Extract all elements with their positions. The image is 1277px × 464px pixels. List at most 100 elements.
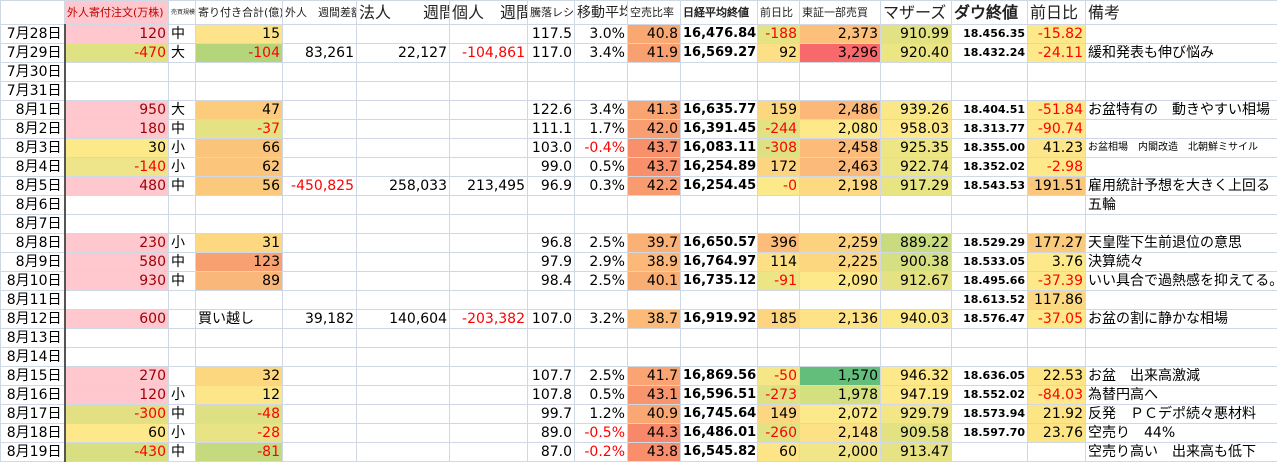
cell-mothers[interactable] [880, 214, 952, 234]
cell-remarks[interactable] [1085, 119, 1277, 139]
cell-nikkei-change[interactable]: -188 [757, 24, 800, 44]
cell-individual-weekly[interactable] [449, 214, 528, 234]
cell-mothers[interactable]: 910.99 [880, 24, 952, 44]
cell-remarks[interactable]: 決算続々 [1085, 252, 1277, 272]
cell-tse1-volume[interactable] [799, 328, 881, 348]
cell-nikkei-change[interactable] [757, 195, 800, 215]
cell-tse1-volume[interactable]: 2,136 [799, 309, 881, 329]
cell-individual-weekly[interactable] [449, 366, 528, 386]
cell-corporate-weekly[interactable] [356, 233, 450, 253]
cell-foreign-order[interactable] [64, 214, 169, 234]
cell-nikkei-change[interactable] [757, 62, 800, 82]
cell-opening-total[interactable]: -48 [195, 404, 283, 424]
cell-mothers[interactable]: 958.03 [880, 119, 952, 139]
cell-advance-decline-ratio[interactable] [527, 195, 575, 215]
cell-foreign-order[interactable]: 480 [64, 176, 169, 196]
cell-nikkei-close[interactable] [680, 347, 758, 367]
cell-nikkei-close[interactable] [680, 62, 758, 82]
cell-corporate-weekly[interactable]: 258,033 [356, 176, 450, 196]
cell-corporate-weekly[interactable]: 22,127 [356, 43, 450, 63]
cell-volume-size[interactable] [168, 366, 196, 386]
cell-date[interactable]: 8月7日 [0, 214, 66, 234]
cell-moving-average[interactable]: -0.4% [574, 138, 628, 158]
cell-tse1-volume[interactable] [799, 81, 881, 101]
cell-remarks[interactable] [1085, 214, 1277, 234]
cell-volume-size[interactable]: 小 [168, 138, 196, 158]
cell-dow-close[interactable]: 18.552.02 [951, 385, 1028, 405]
cell-dow-change[interactable] [1027, 62, 1086, 82]
cell-moving-average[interactable]: -0.2% [574, 442, 628, 462]
cell-dow-change[interactable] [1027, 81, 1086, 101]
cell-date[interactable]: 8月9日 [0, 252, 66, 272]
cell-opening-total[interactable]: 123 [195, 252, 283, 272]
header-advance-decline-ratio[interactable]: 騰落レシオ [527, 0, 575, 25]
cell-remarks[interactable] [1085, 290, 1277, 310]
cell-advance-decline-ratio[interactable]: 107.0 [527, 309, 575, 329]
cell-individual-weekly[interactable] [449, 62, 528, 82]
cell-individual-weekly[interactable]: 213,495 [449, 176, 528, 196]
header-dow-close[interactable]: ダウ終値 [951, 0, 1028, 25]
cell-corporate-weekly[interactable] [356, 366, 450, 386]
cell-short-sell-ratio[interactable] [627, 290, 681, 310]
cell-advance-decline-ratio[interactable] [527, 290, 575, 310]
cell-individual-weekly[interactable] [449, 157, 528, 177]
cell-volume-size[interactable]: 中 [168, 442, 196, 462]
cell-foreign-order[interactable]: 930 [64, 271, 169, 291]
cell-dow-change[interactable]: 177.27 [1027, 233, 1086, 253]
cell-date[interactable]: 8月13日 [0, 328, 66, 348]
cell-short-sell-ratio[interactable]: 38.7 [627, 309, 681, 329]
cell-advance-decline-ratio[interactable]: 107.7 [527, 366, 575, 386]
cell-date[interactable]: 8月2日 [0, 119, 66, 139]
cell-date[interactable]: 8月6日 [0, 195, 66, 215]
cell-volume-size[interactable] [168, 290, 196, 310]
cell-corporate-weekly[interactable] [356, 271, 450, 291]
header-short-sell-ratio[interactable]: 空売比率 [627, 0, 681, 25]
cell-nikkei-close[interactable]: 16,569.27 [680, 43, 758, 63]
cell-individual-weekly[interactable]: -203,382 [449, 309, 528, 329]
cell-mothers[interactable]: 912.67 [880, 271, 952, 291]
cell-opening-total[interactable] [195, 195, 283, 215]
cell-dow-change[interactable]: 23.76 [1027, 423, 1086, 443]
cell-foreign-weekly[interactable] [282, 233, 357, 253]
header-mothers[interactable]: マザーズ [880, 0, 952, 25]
cell-remarks[interactable]: お盆相場 内閣改造 北朝鮮ミサイル [1085, 138, 1277, 158]
cell-opening-total[interactable] [195, 214, 283, 234]
cell-volume-size[interactable]: 小 [168, 157, 196, 177]
cell-date[interactable]: 8月1日 [0, 100, 66, 120]
cell-opening-total[interactable] [195, 62, 283, 82]
cell-tse1-volume[interactable] [799, 347, 881, 367]
cell-dow-change[interactable]: -24.11 [1027, 43, 1086, 63]
cell-tse1-volume[interactable] [799, 290, 881, 310]
cell-short-sell-ratio[interactable]: 41.3 [627, 100, 681, 120]
cell-date[interactable]: 8月17日 [0, 404, 66, 424]
cell-date[interactable]: 8月14日 [0, 347, 66, 367]
cell-foreign-weekly[interactable] [282, 252, 357, 272]
cell-remarks[interactable]: いい具合で過熱感を抑えてる。 [1085, 271, 1277, 291]
cell-nikkei-change[interactable]: 60 [757, 442, 800, 462]
cell-nikkei-change[interactable] [757, 347, 800, 367]
cell-moving-average[interactable]: 2.5% [574, 366, 628, 386]
cell-volume-size[interactable]: 中 [168, 271, 196, 291]
cell-tse1-volume[interactable] [799, 62, 881, 82]
cell-mothers[interactable] [880, 347, 952, 367]
cell-nikkei-close[interactable]: 16,391.45 [680, 119, 758, 139]
cell-nikkei-change[interactable]: -273 [757, 385, 800, 405]
cell-remarks[interactable] [1085, 157, 1277, 177]
header-tse1-volume[interactable]: 東証一部売買 [799, 0, 881, 25]
cell-volume-size[interactable] [168, 62, 196, 82]
cell-dow-change[interactable]: -90.74 [1027, 119, 1086, 139]
cell-remarks[interactable] [1085, 81, 1277, 101]
cell-dow-close[interactable]: 18.573.94 [951, 404, 1028, 424]
cell-short-sell-ratio[interactable]: 44.3 [627, 423, 681, 443]
cell-foreign-weekly[interactable] [282, 442, 357, 462]
cell-tse1-volume[interactable] [799, 195, 881, 215]
cell-moving-average[interactable] [574, 81, 628, 101]
cell-dow-close[interactable]: 18.432.24 [951, 43, 1028, 63]
cell-individual-weekly[interactable] [449, 442, 528, 462]
cell-moving-average[interactable]: -0.5% [574, 423, 628, 443]
cell-date[interactable]: 7月30日 [0, 62, 66, 82]
cell-remarks[interactable]: 緩和発表も伸び悩み [1085, 43, 1277, 63]
cell-foreign-order[interactable] [64, 290, 169, 310]
cell-date[interactable]: 8月19日 [0, 442, 66, 462]
cell-nikkei-close[interactable]: 16,869.56 [680, 366, 758, 386]
